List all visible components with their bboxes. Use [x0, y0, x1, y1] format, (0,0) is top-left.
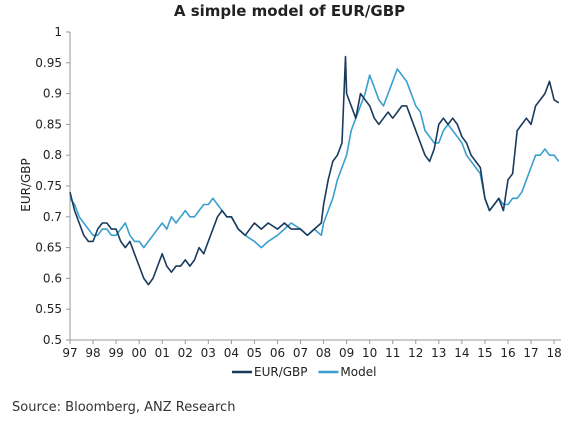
x-tick-label: 17	[523, 346, 538, 360]
x-tick-label: 14	[454, 346, 469, 360]
x-tick-label: 01	[155, 346, 170, 360]
y-tick-label: 0.95	[35, 56, 62, 70]
legend-label: Model	[340, 365, 376, 379]
x-tick-label: 04	[224, 346, 239, 360]
y-tick-label: 0.65	[35, 241, 62, 255]
x-tick-label: 06	[270, 346, 285, 360]
y-tick-label: 0.9	[43, 87, 62, 101]
x-tick-label: 16	[500, 346, 515, 360]
x-tick-label: 08	[316, 346, 331, 360]
series-line-eur-gbp	[69, 55, 560, 286]
series-lines	[69, 55, 560, 286]
y-tick-label: 0.6	[43, 271, 62, 285]
legend-label: EUR/GBP	[254, 365, 308, 379]
y-tick-label: 0.8	[43, 148, 62, 162]
x-tick-label: 99	[108, 346, 123, 360]
x-tick-label: 12	[408, 346, 423, 360]
legend: EUR/GBP Model	[232, 365, 376, 379]
y-tick-label: 1	[54, 25, 62, 39]
y-tick-label: 0.5	[43, 333, 62, 347]
x-tick-label: 05	[247, 346, 262, 360]
series-line-model	[69, 68, 560, 249]
x-tick-label: 09	[339, 346, 354, 360]
x-tick-label: 11	[385, 346, 400, 360]
x-tick-label: 00	[132, 346, 147, 360]
y-tick-label: 0.85	[35, 117, 62, 131]
x-tick-label: 13	[431, 346, 446, 360]
chart-title: A simple model of EUR/GBP	[173, 2, 406, 20]
x-tick-label: 07	[293, 346, 308, 360]
y-tick-label: 0.75	[35, 179, 62, 193]
y-tick-label: 0.7	[43, 210, 62, 224]
x-tick-label: 97	[62, 346, 77, 360]
axes: 0.5 0.55 0.6 0.65 0.7 0.75 0.8 0.85 0.9 0.95 1 97 98…	[35, 25, 561, 360]
x-tick-label: 18	[546, 346, 561, 360]
x-tick-label: 03	[201, 346, 216, 360]
x-tick-label: 02	[178, 346, 193, 360]
source-note: Source: Bloomberg, ANZ Research	[12, 400, 236, 415]
x-tick-label: 98	[85, 346, 100, 360]
x-tick-label: 10	[362, 346, 377, 360]
y-axis-label: EUR/GBP	[19, 158, 33, 212]
y-tick-label: 0.55	[35, 302, 62, 316]
x-tick-label: 15	[477, 346, 492, 360]
